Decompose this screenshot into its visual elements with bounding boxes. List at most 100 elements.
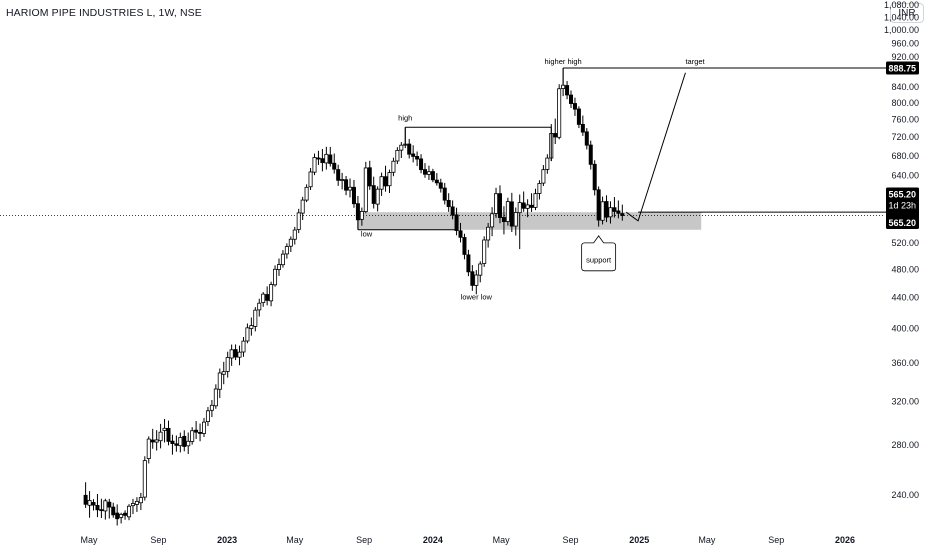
candle-body <box>561 84 566 89</box>
candle-body <box>253 309 258 327</box>
candle-body <box>324 153 329 164</box>
target-price-label-bg <box>886 61 919 75</box>
candle-body <box>308 171 313 188</box>
drawings-layer: higher high target high low lower low support <box>357 57 913 301</box>
candle-body <box>525 204 530 209</box>
candle-body <box>245 327 250 342</box>
candle-body <box>565 85 570 96</box>
candle-body <box>371 185 376 204</box>
candle-body <box>328 154 333 164</box>
candle-body <box>146 438 151 459</box>
candle-body <box>95 505 100 511</box>
time-tick-label: 2025 <box>629 535 649 545</box>
price-tick-label: 320.00 <box>891 396 919 406</box>
time-tick-label: 2026 <box>835 535 855 545</box>
candle-body <box>257 302 262 311</box>
annotation-label: low <box>361 229 373 238</box>
annotation-label: support <box>586 255 612 264</box>
candle-body <box>340 179 345 181</box>
candle-body <box>249 325 254 329</box>
candle-body <box>83 494 88 505</box>
candle-body <box>312 157 317 173</box>
candle-body <box>300 199 305 214</box>
time-tick-label: Sep <box>150 535 166 545</box>
candle-body <box>379 176 384 190</box>
candle-body <box>304 186 309 201</box>
candle-body <box>265 294 270 301</box>
candle-body <box>186 440 191 447</box>
candle-body <box>434 179 439 184</box>
candle-body <box>557 88 562 138</box>
candle-body <box>533 193 538 208</box>
candle-body <box>127 505 132 518</box>
price-tick-label: 680.00 <box>891 151 919 161</box>
annotation-label: higher high <box>545 57 582 66</box>
price-tick-label: 1,080.00 <box>884 0 919 10</box>
candle-body <box>273 268 278 286</box>
candle-body <box>588 144 593 165</box>
candle-body <box>198 432 203 434</box>
candle-body <box>237 351 242 358</box>
candle-body <box>344 179 349 191</box>
candle-body <box>415 156 420 160</box>
countdown-label-bg <box>886 187 919 222</box>
candle-body <box>541 169 546 184</box>
candle-body <box>261 293 266 303</box>
candle-body <box>292 229 297 240</box>
price-tick-label: 520.00 <box>891 238 919 248</box>
candle-body <box>494 193 499 214</box>
countdown-label: 1d 23h <box>888 201 916 211</box>
candle-body <box>367 167 372 187</box>
candle-body <box>138 497 143 504</box>
candle-body <box>241 340 246 353</box>
candle-body <box>422 169 427 175</box>
candle-body <box>107 501 112 508</box>
candle-body <box>103 500 108 512</box>
candle-body <box>205 410 210 422</box>
candle-body <box>194 429 199 433</box>
candle-body <box>115 512 120 520</box>
candle-body <box>430 171 435 181</box>
target-projection-path <box>625 72 686 222</box>
candle-body <box>213 388 218 407</box>
candle-body <box>438 182 443 189</box>
candle-body <box>280 253 285 266</box>
candle-body <box>604 201 609 218</box>
candle-body <box>592 163 597 191</box>
candle-body <box>486 226 491 241</box>
price-tick-label: 720.00 <box>891 132 919 142</box>
candle-body <box>209 404 214 411</box>
price-axis: 240.00 280.00 320.00 360.00 400.00 440.00 480.… <box>884 0 919 500</box>
candle-body <box>284 246 289 255</box>
candle-body <box>426 171 431 175</box>
candle-body <box>134 500 139 505</box>
symbol-title: HARIOM PIPE INDUSTRIES L, 1W, NSE <box>6 7 202 19</box>
candle-body <box>130 503 135 507</box>
candle-body <box>162 427 167 431</box>
time-tick-label: May <box>286 535 304 545</box>
target-price-label: 888.75 <box>888 64 916 74</box>
price-tick-label: 640.00 <box>891 171 919 181</box>
candle-body <box>229 349 234 359</box>
price-tick-label: 1,040.00 <box>884 12 919 22</box>
candle-body <box>166 427 171 442</box>
candle-body <box>296 212 301 230</box>
candle-body <box>458 230 463 238</box>
candle-body <box>600 201 605 221</box>
candle-body <box>620 213 625 216</box>
price-tick-label: 840.00 <box>891 82 919 92</box>
price-tick-label: 360.00 <box>891 358 919 368</box>
candle-body <box>158 431 163 442</box>
candle-body <box>190 430 195 442</box>
candle-body <box>150 439 155 443</box>
candle-body <box>91 502 96 506</box>
candle-body <box>478 263 483 276</box>
time-axis: May Sep 2023 May Sep 2024 May Sep 2025 May Sep 2026 <box>80 535 855 545</box>
price-tick-label: 1,000.00 <box>884 25 919 35</box>
last-price-label: 565.20 <box>888 190 916 200</box>
candle-body <box>462 237 467 255</box>
candle-body <box>174 443 179 446</box>
candle-body <box>470 271 475 286</box>
currency-button[interactable]: INR <box>890 3 924 23</box>
